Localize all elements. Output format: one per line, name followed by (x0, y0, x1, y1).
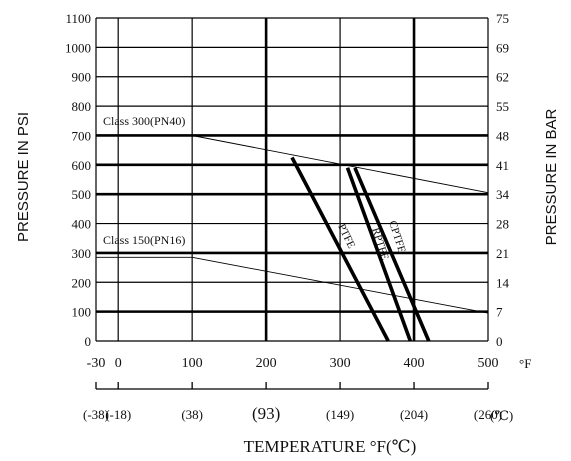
series-line-ptfe (290, 156, 390, 342)
y-tick-psi-100: 100 (72, 305, 92, 320)
y-tick-psi-500: 500 (72, 187, 92, 202)
tick-labels: 0 0 100 7 200 14 300 21 400 28 500 34 600 41 700 48 800 5… (65, 11, 510, 423)
y-axis-right-label: PRESSURE IN BAR (543, 108, 560, 245)
series-line-class-300-pn40- (96, 135, 489, 194)
y-tick-bar-8: 55 (496, 99, 509, 114)
y-tick-bar-9: 62 (496, 70, 509, 85)
y-tick-bar-7: 48 (496, 128, 509, 143)
y-axis-left-label: PRESSURE IN PSI (15, 112, 32, 242)
y-tick-psi-0: 0 (85, 334, 92, 349)
y-tick-psi-700: 700 (72, 128, 92, 143)
y-tick-bar-4: 28 (496, 217, 509, 232)
y-tick-bar-11: 75 (496, 11, 509, 26)
x-tick-c-3: (93) (252, 404, 280, 423)
x-tick-f-400: 400 (404, 356, 425, 371)
grid (95, 17, 489, 390)
x-tick-c-6: (260) (474, 407, 502, 422)
y-tick-psi-300: 300 (72, 246, 92, 261)
y-tick-psi-1100: 1100 (65, 11, 91, 26)
x-tick-c-2: (38) (181, 407, 203, 422)
x-tick-c-5: (204) (400, 407, 428, 422)
y-tick-bar-2: 14 (496, 275, 510, 290)
series-label-class150: Class 150(PN16) (103, 233, 185, 247)
series-line-class-150-pn16- (96, 256, 489, 314)
y-tick-bar-10: 69 (496, 40, 509, 55)
x-tick-f--30: -30 (87, 356, 106, 371)
x-unit-label: °F (519, 356, 531, 371)
y-tick-psi-200: 200 (72, 275, 92, 290)
y-tick-psi-800: 800 (72, 99, 92, 114)
y-tick-psi-400: 400 (72, 217, 92, 232)
y-tick-bar-6: 41 (496, 158, 509, 173)
x-tick-f-200: 200 (256, 356, 277, 371)
series-line-rptfe (345, 167, 412, 342)
y-tick-psi-1000: 1000 (65, 40, 91, 55)
x-axis-label: TEMPERATURE °F(℃) (244, 437, 417, 456)
y-tick-psi-900: 900 (72, 70, 92, 85)
series-lines (96, 135, 489, 342)
x-tick-c-4: (149) (326, 407, 354, 422)
x-tick-c-0: (-38) (83, 407, 109, 422)
x-tick-f-500: 500 (478, 356, 499, 371)
y-tick-bar-0: 0 (496, 334, 503, 349)
celsius-unit-label: (℃) (490, 408, 513, 423)
y-tick-psi-600: 600 (72, 158, 92, 173)
x-tick-f-0: 0 (115, 356, 122, 371)
y-tick-bar-3: 21 (496, 246, 509, 261)
series-line-cptfe (353, 167, 431, 342)
y-tick-bar-1: 7 (496, 305, 503, 320)
x-tick-f-300: 300 (330, 356, 351, 371)
y-tick-bar-5: 34 (496, 187, 510, 202)
x-tick-c-1: (-18) (105, 407, 131, 422)
series-label-class300: Class 300(PN40) (103, 114, 185, 128)
x-tick-f-100: 100 (182, 356, 203, 371)
